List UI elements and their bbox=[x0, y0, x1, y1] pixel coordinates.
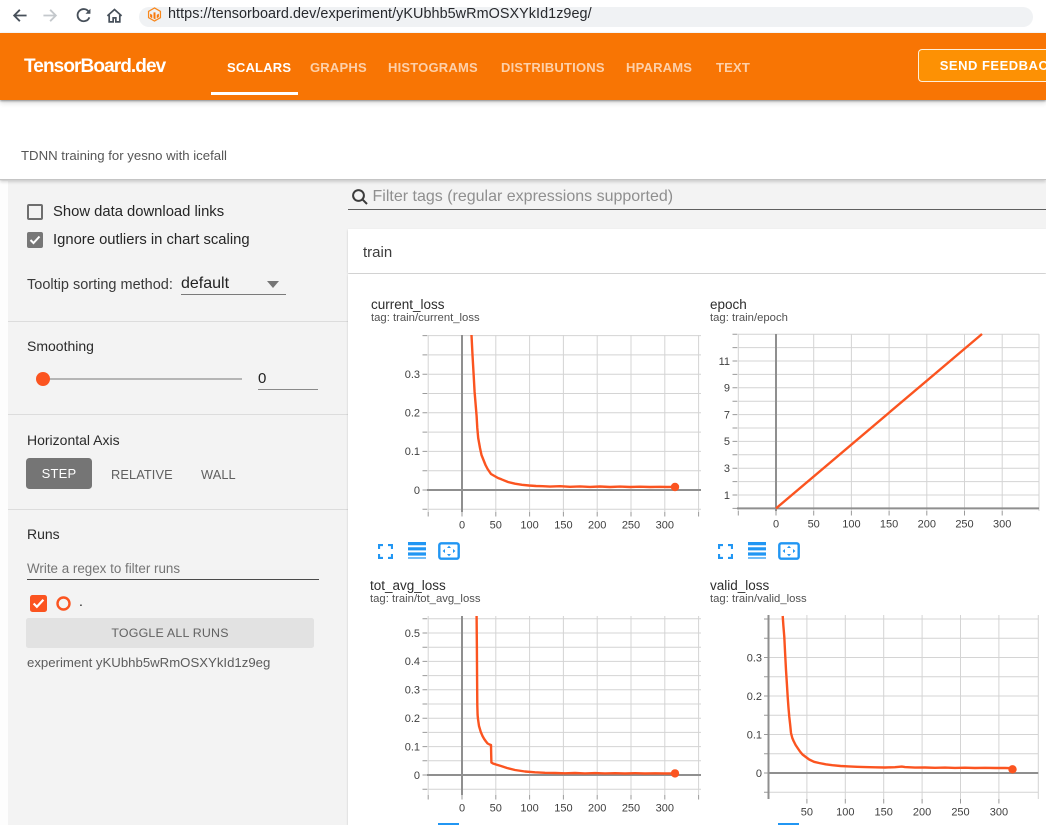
svg-text:100: 100 bbox=[836, 807, 854, 819]
svg-text:200: 200 bbox=[588, 803, 606, 815]
svg-text:150: 150 bbox=[875, 807, 893, 819]
svg-text:0.2: 0.2 bbox=[405, 408, 420, 420]
svg-text:300: 300 bbox=[656, 803, 674, 815]
svg-text:250: 250 bbox=[951, 807, 969, 819]
svg-text:0: 0 bbox=[459, 803, 465, 815]
svg-text:0: 0 bbox=[773, 519, 779, 531]
svg-text:200: 200 bbox=[913, 807, 931, 819]
svg-text:150: 150 bbox=[880, 519, 898, 531]
svg-text:0.3: 0.3 bbox=[405, 685, 420, 697]
svg-text:0.4: 0.4 bbox=[405, 656, 420, 668]
svg-text:50: 50 bbox=[490, 803, 502, 815]
svg-text:250: 250 bbox=[622, 803, 640, 815]
svg-text:0.3: 0.3 bbox=[405, 369, 420, 381]
svg-text:11: 11 bbox=[719, 356, 730, 368]
svg-text:200: 200 bbox=[918, 519, 936, 531]
svg-text:100: 100 bbox=[842, 519, 860, 531]
svg-text:0.1: 0.1 bbox=[747, 729, 762, 741]
svg-text:300: 300 bbox=[656, 520, 674, 532]
svg-text:9: 9 bbox=[724, 383, 730, 395]
svg-text:0: 0 bbox=[414, 770, 420, 782]
svg-text:0.1: 0.1 bbox=[405, 446, 420, 458]
svg-text:3: 3 bbox=[724, 463, 730, 475]
svg-text:1: 1 bbox=[724, 490, 730, 502]
svg-text:0.1: 0.1 bbox=[405, 741, 420, 753]
svg-text:0: 0 bbox=[414, 485, 420, 497]
svg-text:250: 250 bbox=[622, 520, 640, 532]
svg-text:0.2: 0.2 bbox=[747, 691, 762, 703]
svg-text:0.5: 0.5 bbox=[405, 628, 420, 640]
svg-text:5: 5 bbox=[724, 436, 730, 448]
svg-text:300: 300 bbox=[993, 519, 1011, 531]
svg-text:100: 100 bbox=[520, 520, 538, 532]
svg-text:100: 100 bbox=[520, 803, 538, 815]
svg-text:50: 50 bbox=[808, 519, 820, 531]
svg-text:7: 7 bbox=[724, 409, 730, 421]
svg-text:200: 200 bbox=[588, 520, 606, 532]
svg-text:150: 150 bbox=[554, 520, 572, 532]
svg-text:0: 0 bbox=[756, 768, 762, 780]
svg-text:300: 300 bbox=[990, 807, 1008, 819]
svg-text:0.2: 0.2 bbox=[405, 713, 420, 725]
svg-text:250: 250 bbox=[955, 519, 973, 531]
svg-text:0: 0 bbox=[459, 520, 465, 532]
svg-text:50: 50 bbox=[801, 807, 813, 819]
svg-text:50: 50 bbox=[490, 520, 502, 532]
svg-text:0.3: 0.3 bbox=[747, 652, 762, 664]
svg-text:150: 150 bbox=[554, 803, 572, 815]
